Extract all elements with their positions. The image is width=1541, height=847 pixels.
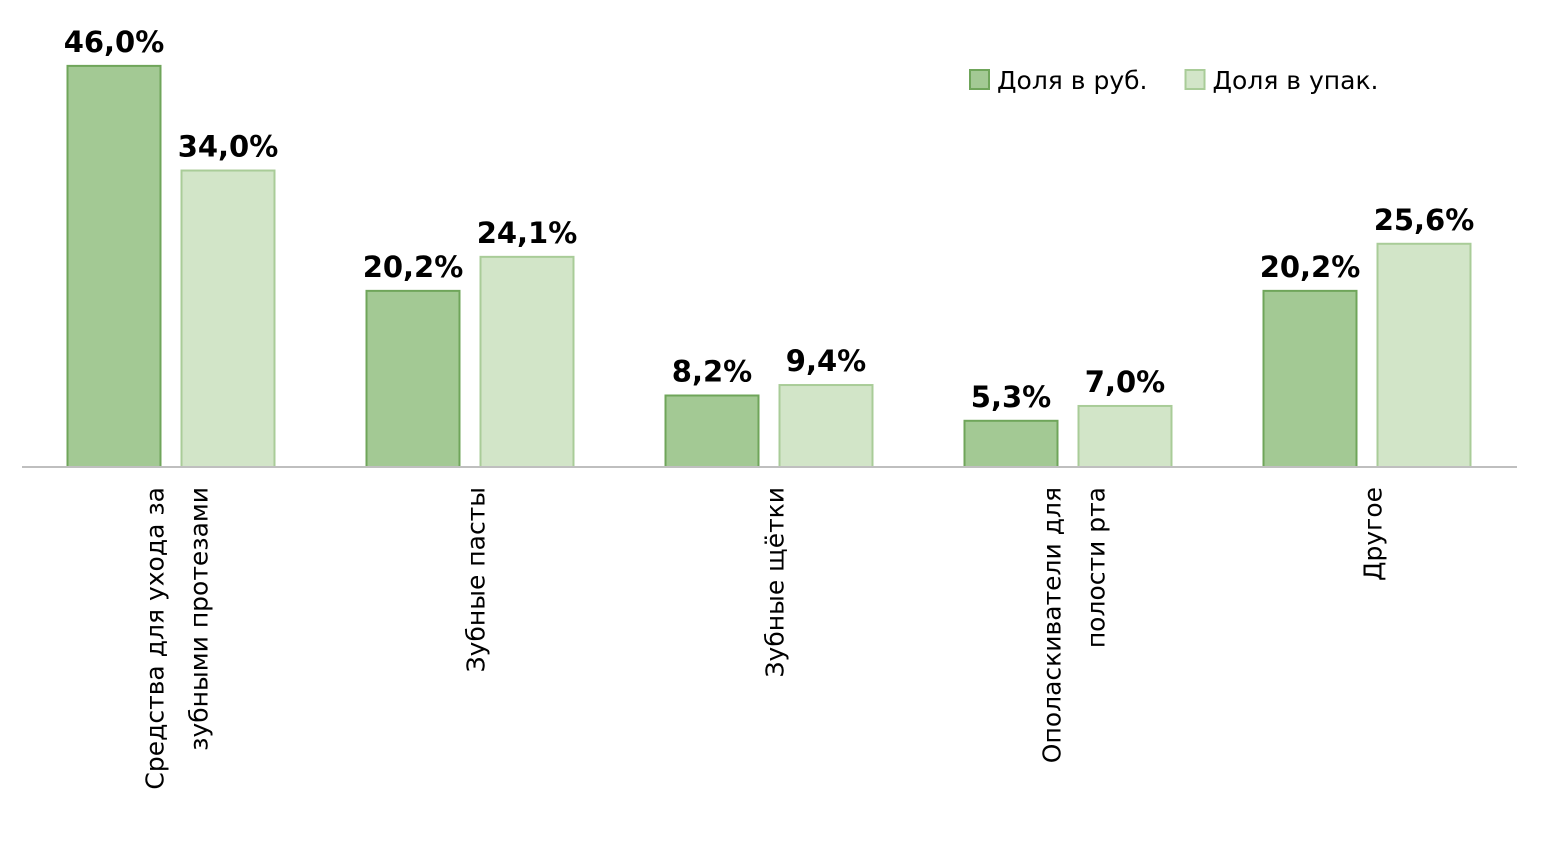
x-tick-label: Средства для ухода за зубными протезами xyxy=(141,487,214,790)
value-label: 7,0% xyxy=(1085,365,1165,399)
value-label: 25,6% xyxy=(1374,203,1475,237)
bar xyxy=(180,169,276,469)
legend-label: Доля в руб. xyxy=(997,66,1148,95)
bar xyxy=(664,394,760,468)
value-label: 20,2% xyxy=(1260,250,1361,284)
legend-swatch xyxy=(969,69,990,90)
value-label: 46,0% xyxy=(64,25,165,59)
value-label: 20,2% xyxy=(363,250,464,284)
bar xyxy=(963,419,1059,468)
x-tick-label: Зубные пасты xyxy=(462,487,491,672)
legend-swatch xyxy=(1184,69,1206,90)
bar xyxy=(479,255,575,468)
bar xyxy=(1376,242,1472,468)
bar xyxy=(1262,289,1358,468)
x-tick-label: Другое xyxy=(1359,487,1388,581)
x-tick-label: Зубные щётки xyxy=(761,487,790,678)
bar xyxy=(66,64,162,468)
bar xyxy=(365,289,461,468)
value-label: 9,4% xyxy=(786,344,866,378)
value-label: 24,1% xyxy=(477,216,578,250)
value-label: 5,3% xyxy=(971,380,1051,414)
value-label: 34,0% xyxy=(178,130,279,164)
x-tick-label: Ополаскиватели для полости рта xyxy=(1038,487,1111,763)
legend-label: Доля в упак. xyxy=(1213,66,1379,95)
value-label: 8,2% xyxy=(672,354,752,388)
bar xyxy=(778,384,874,469)
bar xyxy=(1077,404,1173,468)
